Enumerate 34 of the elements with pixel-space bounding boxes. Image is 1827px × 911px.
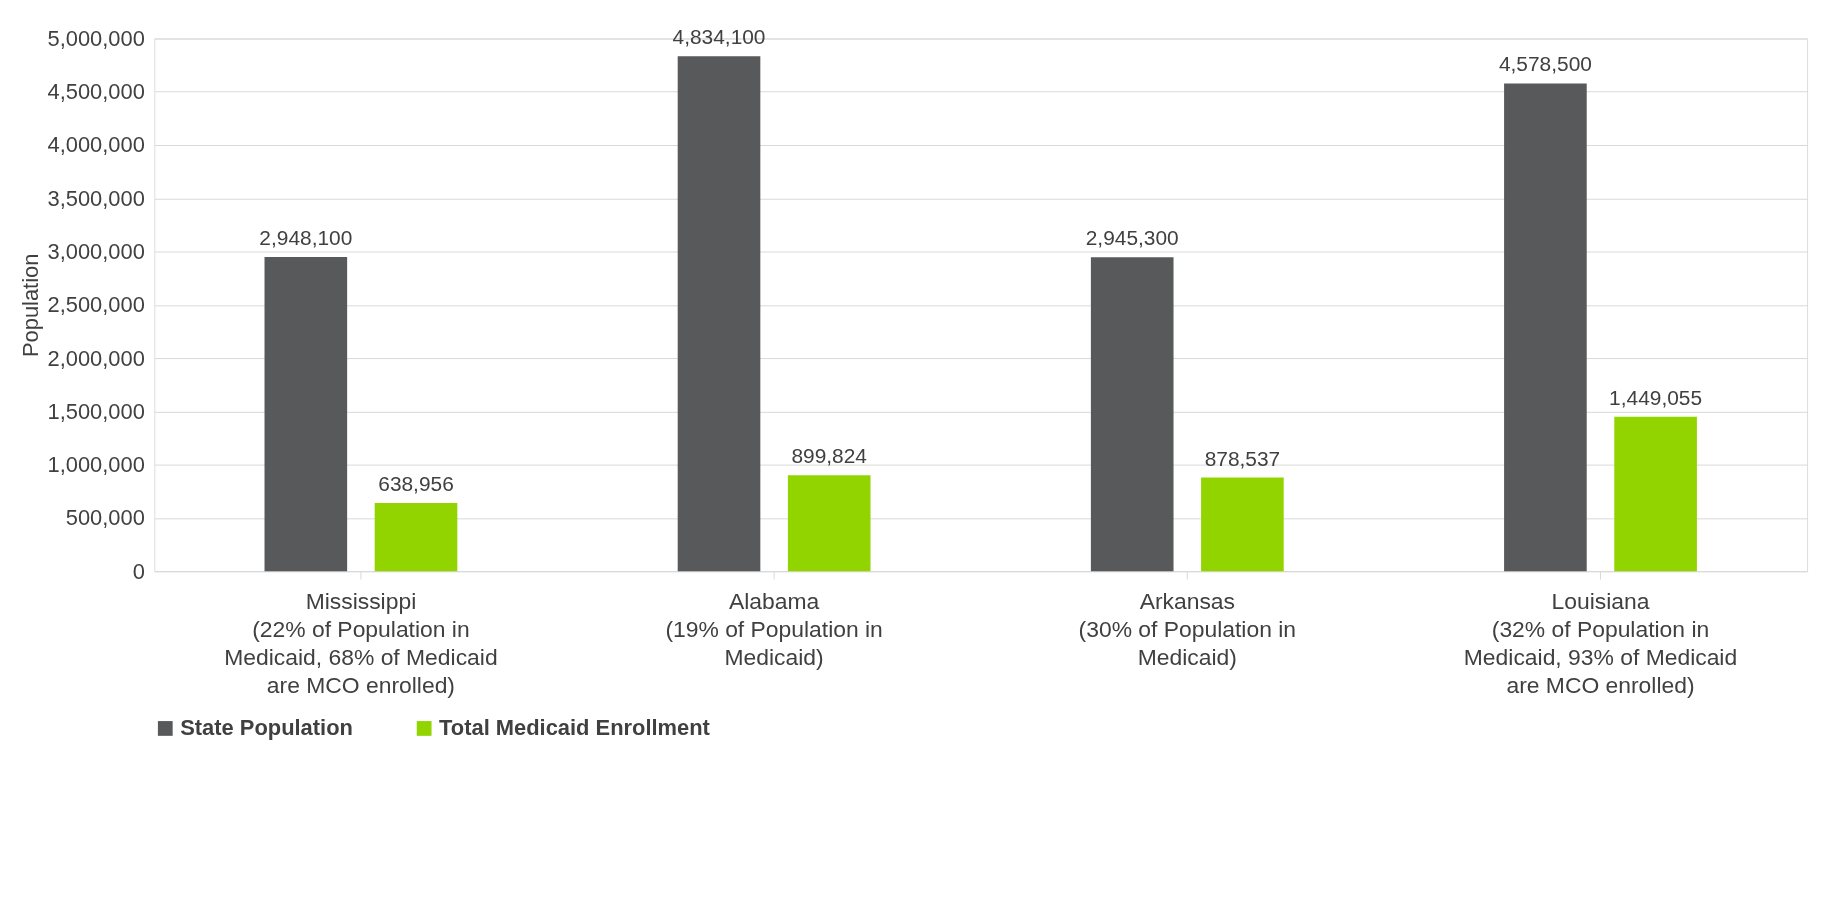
data-label: 1,449,055	[1609, 385, 1703, 409]
data-label: 4,578,500	[1498, 52, 1592, 76]
bar	[1090, 257, 1174, 572]
y-tick-label: 1,500,000	[47, 398, 145, 424]
y-tick-label: 2,500,000	[47, 292, 145, 318]
y-tick-label: 4,000,000	[47, 132, 145, 158]
y-tick-label: 3,500,000	[47, 185, 145, 211]
data-label: 899,824	[791, 444, 867, 468]
y-tick-label: 1,000,000	[47, 452, 145, 478]
data-label: 638,956	[378, 472, 454, 496]
x-tick-label: Louisiana (32% of Population in Medicaid, 93% of Medicaid are MCO enrolled)	[1463, 588, 1738, 699]
legend-label: Total Medicaid Enrollment	[439, 715, 711, 741]
y-tick-label: 500,000	[65, 505, 145, 531]
bar	[677, 56, 761, 572]
bar	[1201, 477, 1284, 572]
y-tick-label: 2,000,000	[47, 345, 145, 371]
data-label: 878,537	[1204, 446, 1281, 470]
bar	[1614, 416, 1697, 572]
bar	[374, 503, 458, 572]
bar	[264, 257, 348, 572]
y-tick-label: 4,500,000	[47, 79, 145, 105]
data-label: 4,834,100	[672, 25, 766, 49]
data-label: 2,948,100	[259, 226, 353, 250]
y-axis-title: Population	[18, 253, 44, 358]
y-tick-label: 0	[132, 558, 145, 584]
bar	[787, 475, 871, 572]
legend-label: State Population	[180, 715, 353, 741]
x-tick-label: Alabama (19% of Population in Medicaid)	[665, 588, 883, 671]
data-label: 2,945,300	[1085, 226, 1179, 250]
y-tick-label: 5,000,000	[47, 25, 145, 51]
x-tick-label: Arkansas (30% of Population in Medicaid)	[1078, 588, 1297, 671]
y-tick-label: 3,000,000	[47, 239, 145, 265]
x-tick-label: Mississippi (22% of Population in Medicaid, 68% of Medicaid are MCO enrolled)	[224, 588, 498, 699]
bar	[1504, 83, 1587, 572]
